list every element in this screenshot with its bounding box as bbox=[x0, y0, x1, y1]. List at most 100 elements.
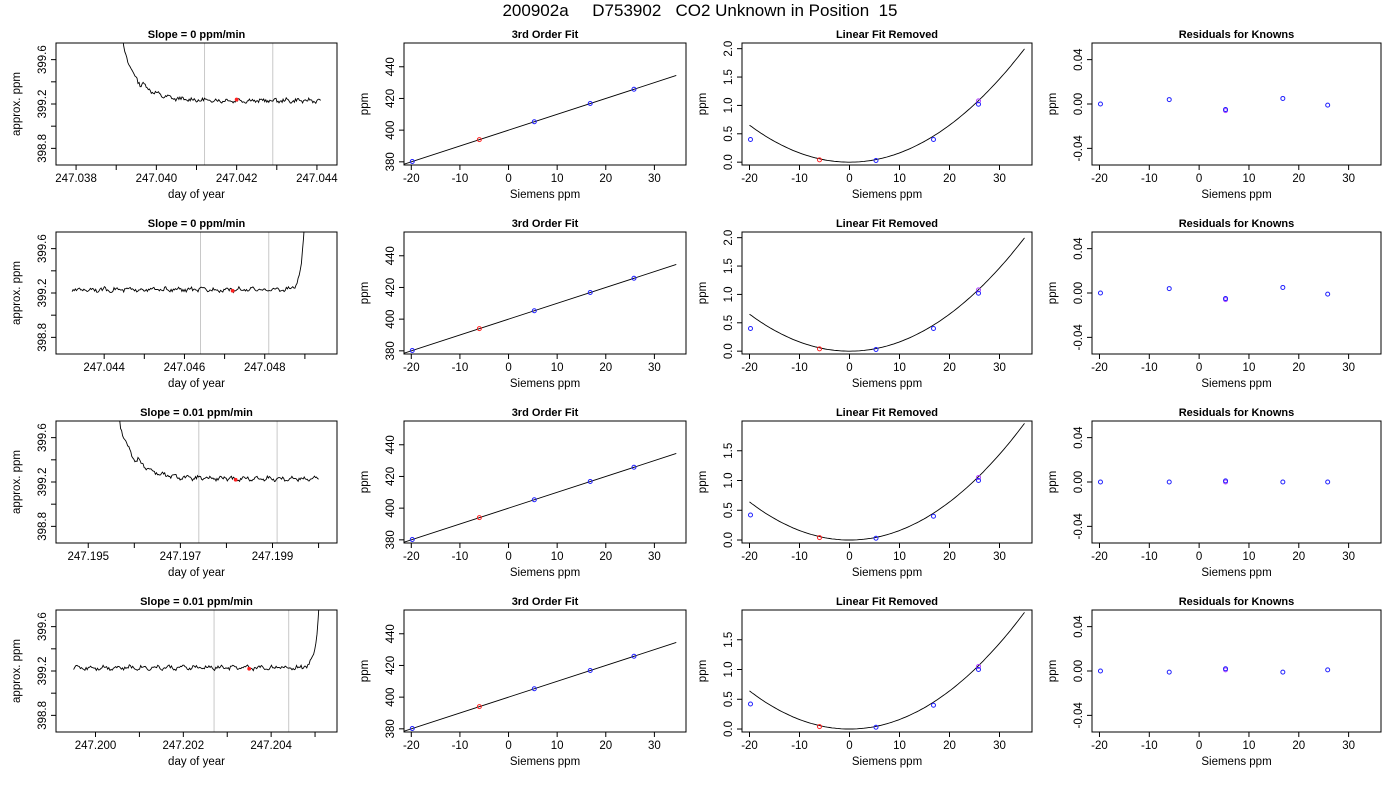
y-axis-label: ppm bbox=[697, 282, 709, 304]
y-tick-label: 0.00 bbox=[1073, 93, 1085, 115]
y-axis-label: ppm bbox=[697, 93, 709, 115]
panel-title: 3rd Order Fit bbox=[512, 407, 579, 419]
data-point-blue bbox=[976, 478, 981, 484]
fit-line bbox=[404, 264, 677, 354]
y-tick-label: 420 bbox=[385, 656, 397, 675]
x-tick-label: 247.204 bbox=[250, 740, 292, 752]
data-point-blue bbox=[1223, 666, 1229, 672]
y-axis-label: ppm bbox=[1047, 471, 1059, 493]
y-tick-label: 440 bbox=[385, 246, 397, 265]
x-tick-label: -20 bbox=[1091, 551, 1108, 563]
x-tick-label: 10 bbox=[1243, 740, 1256, 752]
panel-title: Residuals for Knowns bbox=[1179, 29, 1295, 41]
x-tick-label: 30 bbox=[648, 173, 661, 185]
x-tick-label: 20 bbox=[599, 362, 612, 374]
panel-r2c3: Linear Fit Removed -20 -10 0 10 20 30 0.0 0.5 1.0… bbox=[697, 218, 1033, 390]
x-axis-label: Siemens ppm bbox=[852, 567, 922, 579]
x-tick-label: 30 bbox=[993, 740, 1006, 752]
y-tick-label: 380 bbox=[385, 530, 397, 549]
y-axis-label: approx. ppm bbox=[11, 72, 23, 136]
x-tick-label: -20 bbox=[741, 551, 758, 563]
data-point-blue bbox=[1097, 668, 1103, 674]
x-tick-label: 20 bbox=[943, 551, 956, 563]
x-tick-label: 30 bbox=[1342, 551, 1355, 563]
y-axis-label: ppm bbox=[1047, 282, 1059, 304]
data-point-blue bbox=[873, 535, 879, 541]
y-tick-label: 399.6 bbox=[37, 423, 49, 452]
y-tick-label: 1.5 bbox=[723, 443, 735, 459]
y-axis-label: ppm bbox=[359, 282, 371, 304]
x-tick-label: 247.200 bbox=[75, 740, 117, 752]
y-tick-label: 0.04 bbox=[1073, 48, 1085, 71]
data-point-red bbox=[230, 288, 235, 293]
trace-line bbox=[71, 232, 305, 294]
data-point-blue bbox=[748, 136, 753, 142]
data-point-blue bbox=[1325, 291, 1331, 297]
panel-r2c1: Slope = 0 ppm/min 247.044 247.046 247.048 39… bbox=[11, 218, 338, 390]
panel-title: Slope = 0 ppm/min bbox=[148, 29, 246, 41]
y-tick-label: 0.0 bbox=[723, 343, 735, 359]
data-point-blue bbox=[531, 686, 537, 692]
x-tick-label: 10 bbox=[551, 740, 564, 752]
x-tick-label: -20 bbox=[741, 173, 758, 185]
x-axis-label: Siemens ppm bbox=[510, 378, 580, 390]
x-tick-label: -10 bbox=[1141, 740, 1158, 752]
x-axis-label: day of year bbox=[168, 567, 225, 579]
panel-r1c2: 3rd Order Fit -20 -10 0 10 20 30 380 400 420 440 Si… bbox=[359, 29, 687, 201]
x-tick-label: 30 bbox=[1342, 362, 1355, 374]
x-tick-label: 30 bbox=[648, 362, 661, 374]
x-tick-label: -10 bbox=[452, 173, 469, 185]
panel-r4c3: Linear Fit Removed -20 -10 0 10 20 30 0.0 0.5 1.0… bbox=[697, 596, 1033, 768]
y-tick-label: 399.6 bbox=[37, 234, 49, 263]
y-tick-label: 420 bbox=[385, 278, 397, 297]
x-tick-label: 0 bbox=[1196, 173, 1202, 185]
data-point-blue bbox=[1223, 107, 1229, 113]
fit-curve bbox=[749, 48, 1025, 163]
x-tick-label: 30 bbox=[993, 362, 1006, 374]
panel-title: Slope = 0.01 ppm/min bbox=[140, 407, 253, 419]
x-tick-label: -20 bbox=[741, 362, 758, 374]
data-point-blue bbox=[1166, 286, 1172, 292]
y-tick-label: 380 bbox=[385, 152, 397, 171]
y-tick-label: 1.0 bbox=[723, 662, 735, 678]
plot-frame bbox=[1091, 609, 1382, 733]
x-tick-label: 247.044 bbox=[83, 362, 125, 374]
data-point-blue bbox=[531, 119, 537, 125]
y-tick-label: 0.5 bbox=[723, 691, 735, 707]
x-tick-label: -20 bbox=[1091, 362, 1108, 374]
x-axis-label: day of year bbox=[168, 756, 225, 768]
x-tick-label: 0 bbox=[1196, 362, 1202, 374]
y-tick-label: 0.5 bbox=[723, 126, 735, 142]
x-tick-label: 0 bbox=[1196, 740, 1202, 752]
plot-area bbox=[748, 423, 1025, 541]
x-tick-label: 247.042 bbox=[216, 173, 258, 185]
panel-title: Residuals for Knowns bbox=[1179, 407, 1295, 419]
panel-title: Slope = 0 ppm/min bbox=[148, 218, 246, 230]
y-tick-label: 398.8 bbox=[37, 134, 49, 163]
x-tick-label: 247.044 bbox=[296, 173, 338, 185]
y-tick-label: -0.04 bbox=[1073, 135, 1085, 162]
x-tick-label: 10 bbox=[1243, 362, 1256, 374]
y-tick-label: 440 bbox=[385, 435, 397, 454]
plot-frame bbox=[741, 609, 1033, 733]
trace-line bbox=[122, 43, 322, 105]
fit-line bbox=[404, 453, 677, 543]
data-point-blue bbox=[531, 308, 537, 314]
x-tick-label: 247.202 bbox=[163, 740, 205, 752]
plot-frame bbox=[1091, 420, 1382, 544]
plot-frame bbox=[741, 420, 1033, 544]
panel-title: Linear Fit Removed bbox=[836, 218, 938, 230]
data-point-blue bbox=[631, 275, 637, 281]
x-axis-label: Siemens ppm bbox=[510, 756, 580, 768]
y-tick-label: 398.8 bbox=[37, 512, 49, 541]
x-tick-label: 0 bbox=[505, 740, 511, 752]
fit-curve bbox=[749, 612, 1025, 730]
data-point-blue bbox=[1280, 479, 1286, 485]
plot-frame bbox=[55, 609, 338, 733]
y-tick-label: 1.5 bbox=[723, 632, 735, 648]
y-axis-label: ppm bbox=[359, 471, 371, 493]
panel-r2c4: Residuals for Knowns -20 -10 0 10 20 30 -0.04 0.… bbox=[1047, 218, 1382, 390]
figure-title: 200902a D753902 CO2 Unknown in Position … bbox=[502, 1, 898, 20]
data-point-blue bbox=[931, 325, 936, 331]
